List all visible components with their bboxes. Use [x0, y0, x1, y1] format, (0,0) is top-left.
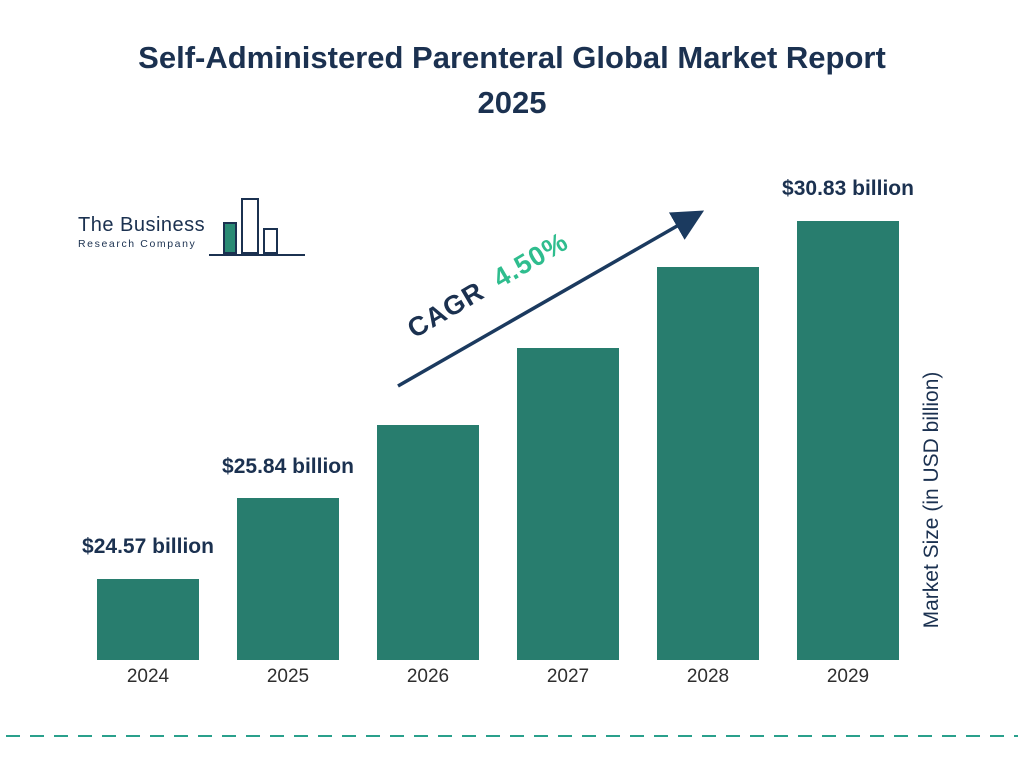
- bar-2024: [97, 579, 199, 660]
- bar-2025: [237, 498, 339, 660]
- x-tick-2028: 2028: [686, 666, 730, 687]
- bar-column-2029: $30.83 billion: [782, 170, 914, 660]
- value-label-2025: $25.84 billion: [222, 454, 354, 478]
- company-logo: The Business Research Company: [78, 192, 306, 256]
- page-title: Self-Administered Parenteral Global Mark…: [138, 40, 886, 120]
- bottom-dashed-line: [6, 735, 1018, 737]
- logo-bar-icon: [223, 222, 238, 254]
- x-tick-2024: 2024: [126, 666, 170, 687]
- bar-2026: [377, 424, 479, 660]
- x-axis: 2024 2025 2026 2027 2028 2029: [97, 666, 899, 688]
- x-tick-2027: 2027: [546, 666, 590, 687]
- x-tick-2029: 2029: [826, 666, 870, 687]
- company-logo-bars-icon: [209, 192, 306, 256]
- bar-column-2025: $25.84 billion: [222, 170, 354, 660]
- bar-2029: [797, 220, 899, 660]
- bar-column-2024: $24.57 billion: [82, 170, 214, 660]
- company-subname: Research Company: [78, 238, 197, 250]
- company-logo-text: The Business Research Company: [78, 214, 205, 256]
- company-name: The Business: [78, 214, 206, 236]
- bar-column-2026: [377, 170, 479, 660]
- logo-bar-icon: [263, 228, 279, 254]
- value-label-2024: $24.57 billion: [82, 535, 214, 559]
- bar-chart: $24.57 billion $25.84 billion $30.83 billi…: [82, 170, 914, 660]
- logo-bar-icon: [241, 198, 260, 254]
- x-tick-2025: 2025: [266, 666, 310, 687]
- bar-2027: [517, 347, 619, 660]
- value-label-2029: $30.83 billion: [782, 177, 914, 200]
- bar-column-2028: [657, 170, 759, 660]
- bar-2028: [657, 266, 759, 660]
- y-axis-label: Market Size (in USD billion): [920, 371, 943, 629]
- x-tick-2026: 2026: [406, 666, 450, 687]
- bar-column-2027: [517, 170, 619, 660]
